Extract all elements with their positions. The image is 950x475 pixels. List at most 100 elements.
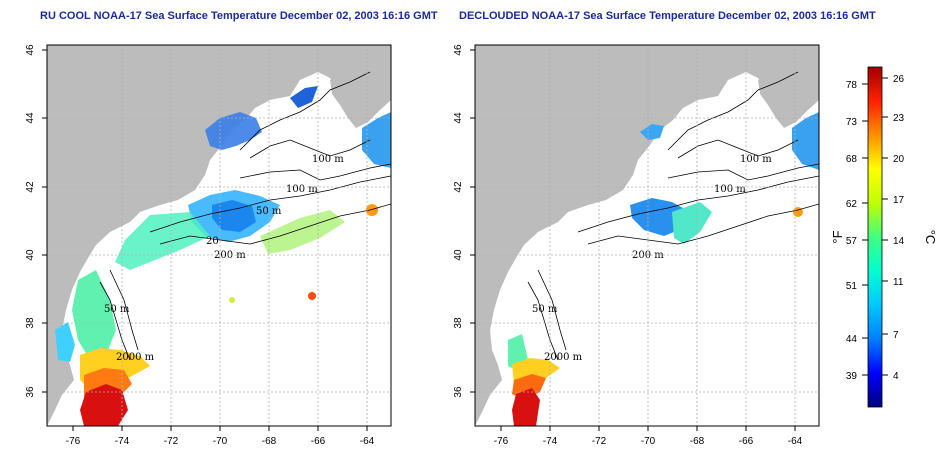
right-lon-tick: -64	[788, 436, 803, 447]
colorbar-f-tick: 68	[846, 154, 858, 165]
left-sst-gulfstream	[80, 384, 128, 426]
right-lon-tick: -72	[592, 436, 607, 447]
left-lon-tick: -70	[213, 436, 228, 447]
right-lat-labels: 46 44 42 40 38 36	[453, 44, 464, 398]
left-contour-label: 20	[206, 236, 219, 247]
left-lon-tick: -66	[311, 436, 326, 447]
right-sst-nova-scotia	[792, 112, 819, 170]
right-contour-label: 2000 m	[544, 352, 583, 363]
colorbar-f-labels: 78 73 68 62 57 51 44 39	[846, 80, 858, 382]
right-contour-labels: 100 m 100 m 200 m 50 m 2000 m	[532, 154, 772, 363]
right-lon-tick: -70	[641, 436, 656, 447]
left-lon-tick: -68	[262, 436, 277, 447]
left-sst-chesapeake	[55, 322, 75, 362]
left-map-title: RU COOL NOAA-17 Sea Surface Temperature …	[40, 10, 438, 22]
colorbar-c-tick: 23	[893, 113, 905, 124]
left-lon-tick: -76	[66, 436, 81, 447]
right-contour-label: 50 m	[532, 304, 558, 315]
left-contour-label: 50 m	[256, 206, 282, 217]
right-contour-label: 200 m	[632, 250, 664, 261]
left-lon-tick: -74	[115, 436, 130, 447]
right-lon-tick: -68	[690, 436, 705, 447]
left-ticks	[42, 49, 368, 431]
left-lat-tick: 38	[25, 317, 36, 329]
right-sst-gulfstream	[512, 388, 540, 426]
left-sst-nova-scotia	[362, 112, 391, 168]
right-lat-tick: 38	[453, 317, 464, 329]
colorbar-f-tick: 57	[846, 236, 858, 247]
colorbar-c-labels: 26 23 20 17 14 11 7 4	[893, 74, 905, 382]
left-contour-label: 100 m	[286, 184, 318, 195]
left-sst-gulf-maine	[205, 112, 262, 150]
right-ticks	[470, 49, 796, 431]
left-sst-nova-coast	[290, 86, 318, 108]
colorbar-c-tick: 4	[893, 371, 899, 382]
left-lat-tick: 46	[25, 44, 36, 56]
left-sst-shelf-band	[115, 212, 210, 270]
left-contour-label: 100 m	[312, 154, 344, 165]
left-map-panel: 100 m 100 m 50 m 200 m 50 m 2000 m 20	[25, 44, 392, 447]
left-sst-warm-spot	[366, 204, 378, 216]
right-lon-tick: -76	[494, 436, 509, 447]
left-lon-tick: -64	[360, 436, 375, 447]
left-sst-georges-core	[212, 200, 256, 232]
colorbar-c-tick: 26	[893, 74, 905, 85]
left-lon-labels: -76 -74 -72 -70 -68 -66 -64	[66, 436, 375, 447]
right-lat-tick: 42	[453, 181, 464, 193]
colorbar-ticks	[862, 77, 888, 376]
right-grid	[475, 45, 819, 426]
right-lon-tick: -74	[543, 436, 558, 447]
right-land	[475, 45, 819, 426]
colorbar-gradient	[867, 66, 883, 408]
colorbar-c-tick: 14	[893, 236, 905, 247]
left-nova-scotia	[330, 62, 391, 128]
colorbar-c-tick: 20	[893, 154, 905, 165]
left-contour-label: 2000 m	[116, 352, 155, 363]
left-lon-tick: -72	[164, 436, 179, 447]
right-contour-label: 100 m	[714, 184, 746, 195]
colorbar-c-tick: 7	[893, 330, 899, 341]
colorbar-celsius-unit: °C	[923, 230, 938, 245]
left-contour-label: 50 m	[104, 304, 130, 315]
colorbar-f-tick: 39	[846, 371, 858, 382]
colorbar-c-tick: 17	[893, 195, 905, 206]
left-bathymetry-contours	[99, 71, 391, 361]
right-lat-tick: 46	[453, 44, 464, 56]
right-map-panel: 100 m 100 m 200 m 50 m 2000 m	[453, 44, 820, 447]
right-map-title: DECLOUDED NOAA-17 Sea Surface Temperatur…	[459, 10, 876, 22]
left-lat-labels: 46 44 42 40 38 36	[25, 44, 36, 398]
left-sst-spot3	[229, 297, 235, 303]
left-contour-labels: 100 m 100 m 50 m 200 m 50 m 2000 m 20	[104, 154, 344, 363]
right-contour-label: 100 m	[740, 154, 772, 165]
left-lat-tick: 42	[25, 181, 36, 193]
left-sst-midatlantic	[72, 270, 116, 360]
left-lat-tick: 40	[25, 249, 36, 261]
right-nova-scotia	[758, 62, 819, 128]
right-sst-warm-spot	[793, 207, 803, 217]
colorbar-f-tick: 62	[846, 199, 858, 210]
right-map-frame	[474, 44, 820, 427]
right-bathymetry-contours	[527, 71, 819, 361]
left-grid	[47, 45, 391, 426]
right-lon-tick: -66	[739, 436, 754, 447]
right-lat-tick: 36	[453, 386, 464, 398]
colorbar-c-tick: 11	[893, 277, 904, 288]
left-sst-warm-spot2	[308, 292, 316, 300]
colorbar-f-tick: 44	[846, 334, 858, 345]
colorbar-f-tick: 51	[846, 281, 858, 292]
right-sst-georges-edge	[672, 202, 712, 244]
right-lat-tick: 44	[453, 112, 464, 124]
colorbar: 78 73 68 62 57 51 44 39 26 23 20 17 14 1…	[830, 66, 938, 408]
colorbar-f-tick: 78	[846, 80, 858, 91]
left-lat-tick: 44	[25, 112, 36, 124]
left-contour-label: 200 m	[214, 250, 246, 261]
left-map-frame	[46, 44, 392, 427]
left-land	[47, 45, 391, 426]
right-lat-tick: 40	[453, 249, 464, 261]
colorbar-fahrenheit-unit: °F	[830, 230, 845, 243]
right-lon-labels: -76 -74 -72 -70 -68 -66 -64	[494, 436, 803, 447]
left-lat-tick: 36	[25, 386, 36, 398]
colorbar-f-tick: 73	[846, 117, 858, 128]
right-sst-gulf-maine	[640, 124, 664, 140]
